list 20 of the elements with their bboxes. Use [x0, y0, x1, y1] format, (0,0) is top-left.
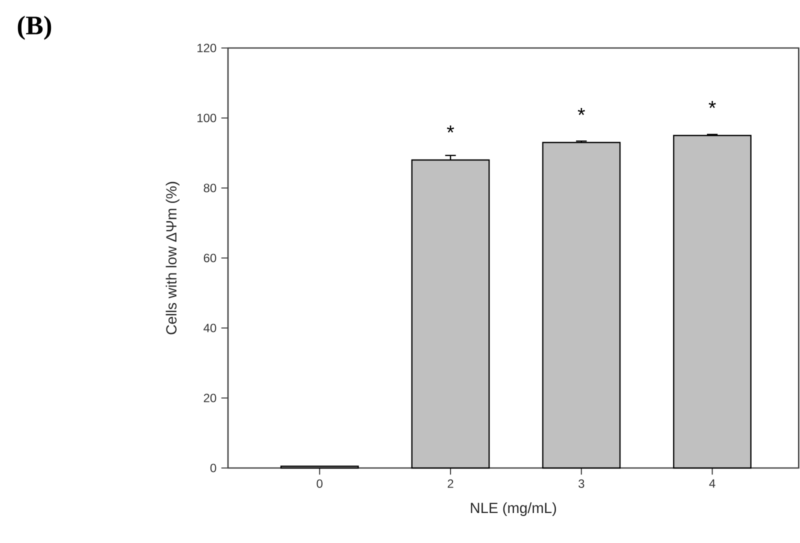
- annotation: *: [446, 126, 454, 133]
- y-axis-title: Cells with low ΔΨm (%): [166, 182, 180, 334]
- x-tick-label: 4: [709, 479, 716, 488]
- x-tick-label: 0: [316, 479, 322, 488]
- annotation: *: [708, 101, 716, 108]
- chart-title: (B): [18, 16, 52, 40]
- annotation: *: [578, 108, 585, 116]
- y-tick-label: 120: [198, 44, 216, 52]
- x-axis-title: NLE (mg/mL): [470, 502, 556, 516]
- y-tick-label: 80: [204, 184, 216, 192]
- y-tick-label: 20: [204, 394, 216, 402]
- bar: [411, 159, 490, 469]
- y-tick-label: 0: [210, 464, 216, 472]
- x-tick-label: 2: [448, 479, 454, 488]
- bar: [542, 142, 621, 469]
- bar: [673, 134, 752, 469]
- y-tick-label: 40: [204, 324, 216, 332]
- x-tick-label: 3: [578, 479, 584, 488]
- y-tick-label: 60: [204, 254, 216, 262]
- y-tick-label: 100: [198, 114, 216, 122]
